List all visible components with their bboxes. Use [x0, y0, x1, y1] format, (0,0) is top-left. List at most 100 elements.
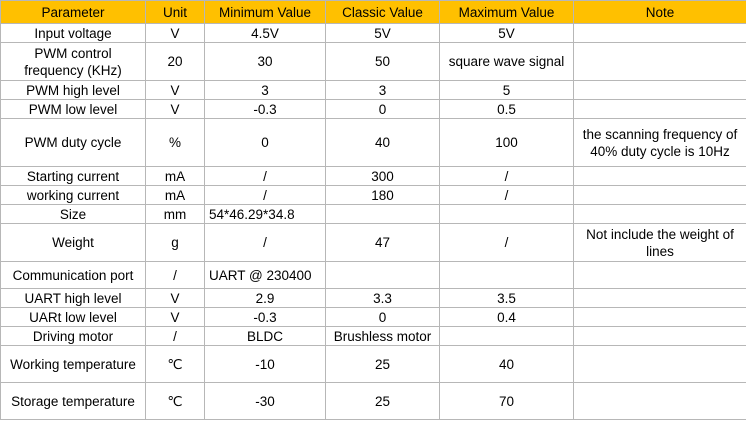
- cell-note[interactable]: [573, 166, 746, 186]
- cell-parameter[interactable]: Storage temperature: [0, 382, 146, 420]
- table-row: Weight g / 47 / Not include the weight o…: [0, 223, 746, 262]
- cell-parameter[interactable]: PWM control frequency (KHz): [0, 42, 146, 81]
- cell-note[interactable]: [573, 99, 746, 119]
- cell-max[interactable]: /: [439, 185, 574, 205]
- header-classic-value[interactable]: Classic Value: [325, 0, 440, 24]
- cell-min[interactable]: BLDC: [204, 326, 326, 346]
- cell-note[interactable]: [573, 307, 746, 327]
- cell-unit[interactable]: V: [145, 288, 205, 308]
- cell-unit[interactable]: V: [145, 80, 205, 100]
- cell-classic[interactable]: 50: [325, 42, 440, 81]
- cell-max[interactable]: 0.5: [439, 99, 574, 119]
- cell-classic[interactable]: [325, 204, 440, 224]
- cell-max[interactable]: /: [439, 166, 574, 186]
- cell-max[interactable]: 100: [439, 118, 574, 167]
- header-parameter[interactable]: Parameter: [0, 0, 146, 24]
- cell-max[interactable]: 5: [439, 80, 574, 100]
- cell-note[interactable]: [573, 42, 746, 81]
- cell-note[interactable]: [573, 204, 746, 224]
- cell-parameter[interactable]: working current: [0, 185, 146, 205]
- cell-unit[interactable]: /: [145, 261, 205, 289]
- cell-unit[interactable]: V: [145, 23, 205, 43]
- cell-parameter[interactable]: UART high level: [0, 288, 146, 308]
- cell-classic[interactable]: 0: [325, 99, 440, 119]
- header-maximum-value[interactable]: Maximum Value: [439, 0, 574, 24]
- cell-classic[interactable]: 300: [325, 166, 440, 186]
- cell-unit[interactable]: mA: [145, 185, 205, 205]
- cell-note[interactable]: Not include the weight of lines: [573, 223, 746, 262]
- cell-max[interactable]: /: [439, 223, 574, 262]
- table-row: PWM control frequency (KHz) 20 30 50 squ…: [0, 42, 746, 81]
- cell-note[interactable]: [573, 80, 746, 100]
- cell-classic[interactable]: 3.3: [325, 288, 440, 308]
- cell-max[interactable]: square wave signal: [439, 42, 574, 81]
- cell-note[interactable]: [573, 382, 746, 420]
- cell-max[interactable]: 3.5: [439, 288, 574, 308]
- cell-min[interactable]: 2.9: [204, 288, 326, 308]
- cell-min[interactable]: 54*46.29*34.8: [204, 204, 326, 224]
- cell-max[interactable]: 5V: [439, 23, 574, 43]
- cell-classic[interactable]: 47: [325, 223, 440, 262]
- cell-classic[interactable]: 25: [325, 382, 440, 420]
- cell-min[interactable]: UART @ 230400: [204, 261, 326, 289]
- cell-note[interactable]: [573, 326, 746, 346]
- cell-max[interactable]: 0.4: [439, 307, 574, 327]
- cell-max[interactable]: 70: [439, 382, 574, 420]
- cell-min[interactable]: -30: [204, 382, 326, 420]
- cell-unit[interactable]: /: [145, 326, 205, 346]
- cell-note[interactable]: [573, 288, 746, 308]
- cell-unit[interactable]: ℃: [145, 382, 205, 420]
- cell-unit[interactable]: %: [145, 118, 205, 167]
- cell-max[interactable]: [439, 261, 574, 289]
- cell-note[interactable]: [573, 261, 746, 289]
- cell-unit[interactable]: mm: [145, 204, 205, 224]
- cell-classic[interactable]: 3: [325, 80, 440, 100]
- table-row: Working temperature ℃ -10 25 40: [0, 345, 746, 383]
- header-minimum-value[interactable]: Minimum Value: [204, 0, 326, 24]
- cell-min[interactable]: 0: [204, 118, 326, 167]
- cell-classic[interactable]: [325, 261, 440, 289]
- cell-unit[interactable]: mA: [145, 166, 205, 186]
- cell-parameter[interactable]: PWM duty cycle: [0, 118, 146, 167]
- cell-parameter[interactable]: Driving motor: [0, 326, 146, 346]
- cell-min[interactable]: 30: [204, 42, 326, 81]
- cell-max[interactable]: [439, 326, 574, 346]
- cell-min[interactable]: -0.3: [204, 307, 326, 327]
- cell-unit[interactable]: ℃: [145, 345, 205, 383]
- cell-classic[interactable]: 5V: [325, 23, 440, 43]
- cell-parameter[interactable]: Starting current: [0, 166, 146, 186]
- cell-note[interactable]: [573, 185, 746, 205]
- cell-classic[interactable]: 180: [325, 185, 440, 205]
- table-row: PWM low level V -0.3 0 0.5: [0, 99, 746, 119]
- cell-classic[interactable]: 0: [325, 307, 440, 327]
- cell-unit[interactable]: V: [145, 307, 205, 327]
- cell-parameter[interactable]: Working temperature: [0, 345, 146, 383]
- cell-parameter[interactable]: Communication port: [0, 261, 146, 289]
- cell-unit[interactable]: V: [145, 99, 205, 119]
- cell-note[interactable]: the scanning frequency of 40% duty cycle…: [573, 118, 746, 167]
- cell-parameter[interactable]: Input voltage: [0, 23, 146, 43]
- cell-parameter[interactable]: PWM low level: [0, 99, 146, 119]
- cell-unit[interactable]: g: [145, 223, 205, 262]
- cell-max[interactable]: [439, 204, 574, 224]
- cell-max[interactable]: 40: [439, 345, 574, 383]
- cell-min[interactable]: -10: [204, 345, 326, 383]
- cell-min[interactable]: 4.5V: [204, 23, 326, 43]
- cell-min[interactable]: /: [204, 166, 326, 186]
- cell-parameter[interactable]: Size: [0, 204, 146, 224]
- header-unit[interactable]: Unit: [145, 0, 205, 24]
- cell-classic[interactable]: Brushless motor: [325, 326, 440, 346]
- cell-classic[interactable]: 25: [325, 345, 440, 383]
- cell-parameter[interactable]: Weight: [0, 223, 146, 262]
- cell-min[interactable]: 3: [204, 80, 326, 100]
- cell-min[interactable]: -0.3: [204, 99, 326, 119]
- header-note[interactable]: Note: [573, 0, 746, 24]
- cell-note[interactable]: [573, 23, 746, 43]
- cell-unit[interactable]: 20: [145, 42, 205, 81]
- cell-parameter[interactable]: UARt low level: [0, 307, 146, 327]
- cell-min[interactable]: /: [204, 185, 326, 205]
- cell-min[interactable]: /: [204, 223, 326, 262]
- cell-classic[interactable]: 40: [325, 118, 440, 167]
- cell-parameter[interactable]: PWM high level: [0, 80, 146, 100]
- cell-note[interactable]: [573, 345, 746, 383]
